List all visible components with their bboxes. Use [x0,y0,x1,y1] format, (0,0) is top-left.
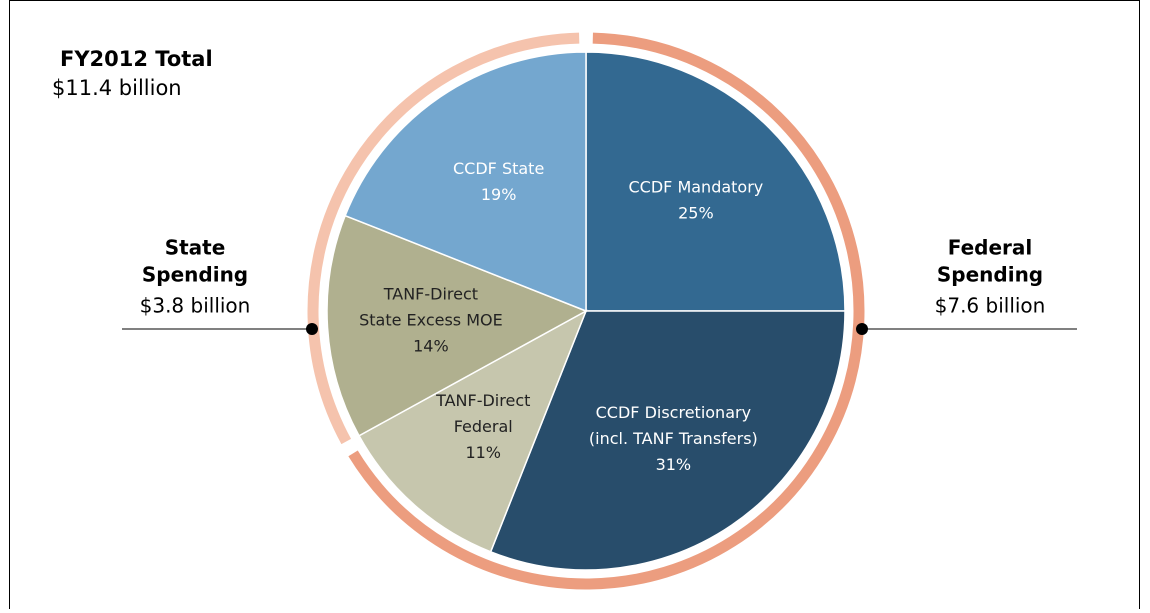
slice-label: TANF-Direct [383,284,478,303]
pie-slice [489,310,846,571]
slice-value-label: 25% [678,204,714,223]
callout-dot [856,323,868,335]
slice-label: CCDF Mandatory [628,178,763,197]
slice-label: TANF-Direct [435,391,530,410]
callout-dot [306,323,318,335]
slice-label: State Excess MOE [359,310,503,329]
slice-label: Federal [454,417,513,436]
slice-value-label: 31% [656,455,692,474]
chart-subtitle: $11.4 billion [52,76,182,100]
group-name: State [165,236,226,260]
pie-slice [585,51,846,312]
group-ring [307,32,580,445]
slice-value-label: 19% [481,185,517,204]
slice-value-label: 11% [465,443,501,462]
group-value-label: $3.8 billion [140,294,251,318]
slice-value-label: 14% [413,336,449,355]
pie-slice [358,309,588,553]
group-value-label: $7.6 billion [935,294,1046,318]
slice-label: CCDF Discretionary [596,403,751,422]
pie-slice [326,214,588,437]
slice-label: CCDF State [453,159,544,178]
group-name: Spending [142,263,248,287]
pie-slice [344,51,587,313]
frame [9,0,1140,613]
group-name: Spending [937,263,1043,287]
group-ring [348,32,865,590]
slice-label: (incl. TANF Transfers) [589,429,758,448]
chart-title: FY2012 Total [60,47,213,71]
group-name: Federal [948,236,1033,260]
